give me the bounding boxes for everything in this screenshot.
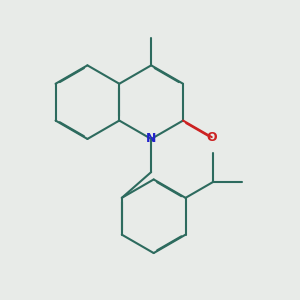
Text: N: N [146, 133, 156, 146]
Text: O: O [206, 130, 217, 144]
